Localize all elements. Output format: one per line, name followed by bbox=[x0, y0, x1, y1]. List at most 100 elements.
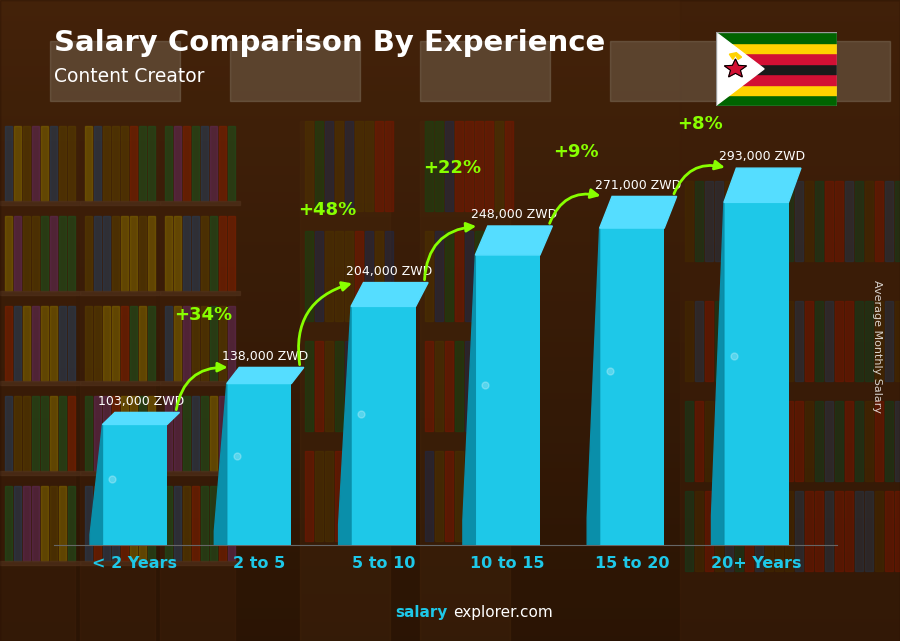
Bar bbox=[41, 126, 48, 201]
Bar bbox=[0, 399, 900, 400]
Bar bbox=[0, 47, 900, 48]
Bar bbox=[0, 392, 900, 393]
Bar bbox=[0, 384, 900, 385]
Bar bbox=[715, 301, 723, 381]
Bar bbox=[160, 561, 240, 565]
Bar bbox=[475, 121, 483, 211]
Bar bbox=[0, 362, 900, 363]
Bar bbox=[0, 320, 900, 321]
Bar bbox=[50, 41, 180, 101]
Bar bbox=[0, 115, 900, 116]
Bar bbox=[0, 205, 900, 206]
Bar bbox=[112, 126, 119, 201]
Bar bbox=[0, 515, 900, 516]
Bar bbox=[0, 93, 900, 94]
Bar bbox=[0, 627, 900, 628]
Bar bbox=[335, 451, 343, 541]
Bar bbox=[0, 529, 900, 530]
Bar bbox=[0, 319, 900, 320]
Bar bbox=[41, 396, 48, 471]
Bar bbox=[0, 596, 900, 597]
Bar bbox=[0, 290, 900, 291]
Bar bbox=[0, 541, 900, 542]
Bar bbox=[0, 462, 900, 463]
Bar bbox=[0, 220, 900, 221]
Bar bbox=[695, 301, 703, 381]
Bar bbox=[0, 438, 900, 439]
Bar bbox=[0, 412, 900, 413]
Bar bbox=[0, 354, 900, 355]
Bar bbox=[0, 121, 900, 122]
Bar bbox=[345, 451, 353, 541]
Bar bbox=[0, 375, 900, 376]
Bar bbox=[210, 486, 217, 561]
Bar bbox=[0, 274, 900, 275]
Bar bbox=[0, 426, 900, 427]
Bar bbox=[160, 381, 240, 385]
Bar bbox=[80, 201, 160, 205]
Bar bbox=[355, 121, 363, 211]
Bar bbox=[219, 306, 226, 381]
Bar bbox=[0, 370, 900, 371]
Bar bbox=[805, 301, 813, 381]
Bar bbox=[59, 126, 66, 201]
Bar bbox=[80, 381, 160, 385]
Bar bbox=[0, 271, 900, 272]
Bar bbox=[865, 301, 873, 381]
Bar bbox=[183, 306, 190, 381]
Bar bbox=[0, 276, 900, 277]
Bar bbox=[23, 396, 30, 471]
Bar bbox=[0, 211, 900, 212]
Bar bbox=[0, 629, 900, 630]
Bar bbox=[0, 364, 900, 365]
Bar bbox=[0, 556, 900, 557]
Bar bbox=[475, 341, 483, 431]
Bar bbox=[435, 451, 443, 541]
Bar bbox=[0, 584, 900, 585]
Bar bbox=[765, 401, 773, 481]
Bar bbox=[0, 618, 900, 619]
Bar bbox=[0, 548, 900, 549]
Bar bbox=[0, 212, 900, 213]
Bar bbox=[825, 491, 833, 571]
Bar bbox=[325, 451, 333, 541]
Bar bbox=[815, 491, 823, 571]
Bar bbox=[183, 396, 190, 471]
Bar bbox=[716, 85, 837, 96]
Bar bbox=[0, 343, 900, 344]
Bar bbox=[68, 306, 75, 381]
Bar bbox=[0, 398, 900, 399]
Bar bbox=[0, 327, 900, 328]
Bar bbox=[716, 32, 837, 42]
Bar bbox=[0, 476, 900, 477]
Bar bbox=[0, 353, 900, 354]
Bar bbox=[0, 380, 900, 381]
Bar bbox=[0, 263, 900, 264]
Bar bbox=[0, 19, 900, 20]
Bar bbox=[0, 588, 900, 589]
Bar bbox=[59, 396, 66, 471]
Bar bbox=[0, 619, 900, 620]
Bar bbox=[0, 23, 900, 24]
Bar bbox=[425, 231, 433, 321]
Bar bbox=[183, 486, 190, 561]
Bar bbox=[0, 149, 900, 150]
Bar bbox=[0, 326, 900, 327]
Bar bbox=[715, 401, 723, 481]
Bar bbox=[0, 57, 900, 58]
Bar bbox=[345, 121, 353, 211]
Bar bbox=[0, 288, 900, 289]
Bar bbox=[0, 148, 900, 149]
Bar bbox=[0, 104, 900, 105]
Bar bbox=[0, 71, 900, 72]
Bar bbox=[435, 341, 443, 431]
Bar bbox=[0, 453, 900, 454]
Bar bbox=[845, 491, 853, 571]
Bar bbox=[50, 486, 57, 561]
Bar bbox=[0, 566, 900, 567]
Bar bbox=[715, 181, 723, 261]
Bar bbox=[0, 315, 900, 316]
Bar bbox=[0, 475, 900, 476]
Bar bbox=[0, 44, 900, 45]
Bar bbox=[0, 168, 900, 169]
